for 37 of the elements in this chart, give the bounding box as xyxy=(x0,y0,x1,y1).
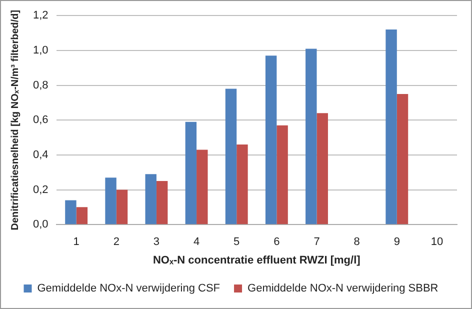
x-tick-label: 6 xyxy=(274,236,280,248)
y-tick-label: 0,6 xyxy=(32,114,48,126)
legend-label: Gemiddelde NOx-N verwijdering SBBR xyxy=(248,282,438,295)
bar xyxy=(105,178,116,224)
y-tick-label: 1,0 xyxy=(32,44,48,56)
legend-label: Gemiddelde NOx-N verwijdering CSF xyxy=(37,282,220,295)
bar xyxy=(65,200,76,224)
x-tick-label: 8 xyxy=(354,236,360,248)
x-axis-title: NOₓ-N concentratie effluent RWZI [mg/l] xyxy=(152,254,361,266)
bar xyxy=(196,150,208,224)
x-tick-label: 10 xyxy=(430,236,444,248)
bar xyxy=(276,125,288,224)
bar xyxy=(386,30,397,224)
bar xyxy=(396,94,408,224)
bar xyxy=(185,122,197,224)
bar xyxy=(225,88,237,224)
y-tick-label: 0,0 xyxy=(32,218,48,231)
x-tick-label: 3 xyxy=(153,236,160,248)
y-tick-label: 1,2 xyxy=(32,10,48,22)
x-tick-label: 1 xyxy=(73,236,80,248)
y-tick-label: 0,8 xyxy=(32,79,48,92)
bar xyxy=(316,113,328,224)
bar xyxy=(156,181,168,224)
x-tick-label: 4 xyxy=(193,236,200,248)
bar xyxy=(236,144,248,224)
y-tick-label: 0,2 xyxy=(32,184,48,196)
x-tick-label: 5 xyxy=(234,236,240,248)
y-tick-label: 0,4 xyxy=(32,148,48,161)
x-tick-label: 9 xyxy=(394,236,400,248)
x-tick-label: 7 xyxy=(314,236,320,248)
bar xyxy=(116,190,128,224)
bar xyxy=(145,174,156,224)
bar xyxy=(306,48,317,224)
bar xyxy=(265,56,277,224)
x-tick-label: 2 xyxy=(113,236,120,248)
bar xyxy=(76,207,88,224)
y-axis-title: Denitrificatiesnelheid [kg NOₓ-N/m³ filterbed/d] xyxy=(10,10,21,230)
